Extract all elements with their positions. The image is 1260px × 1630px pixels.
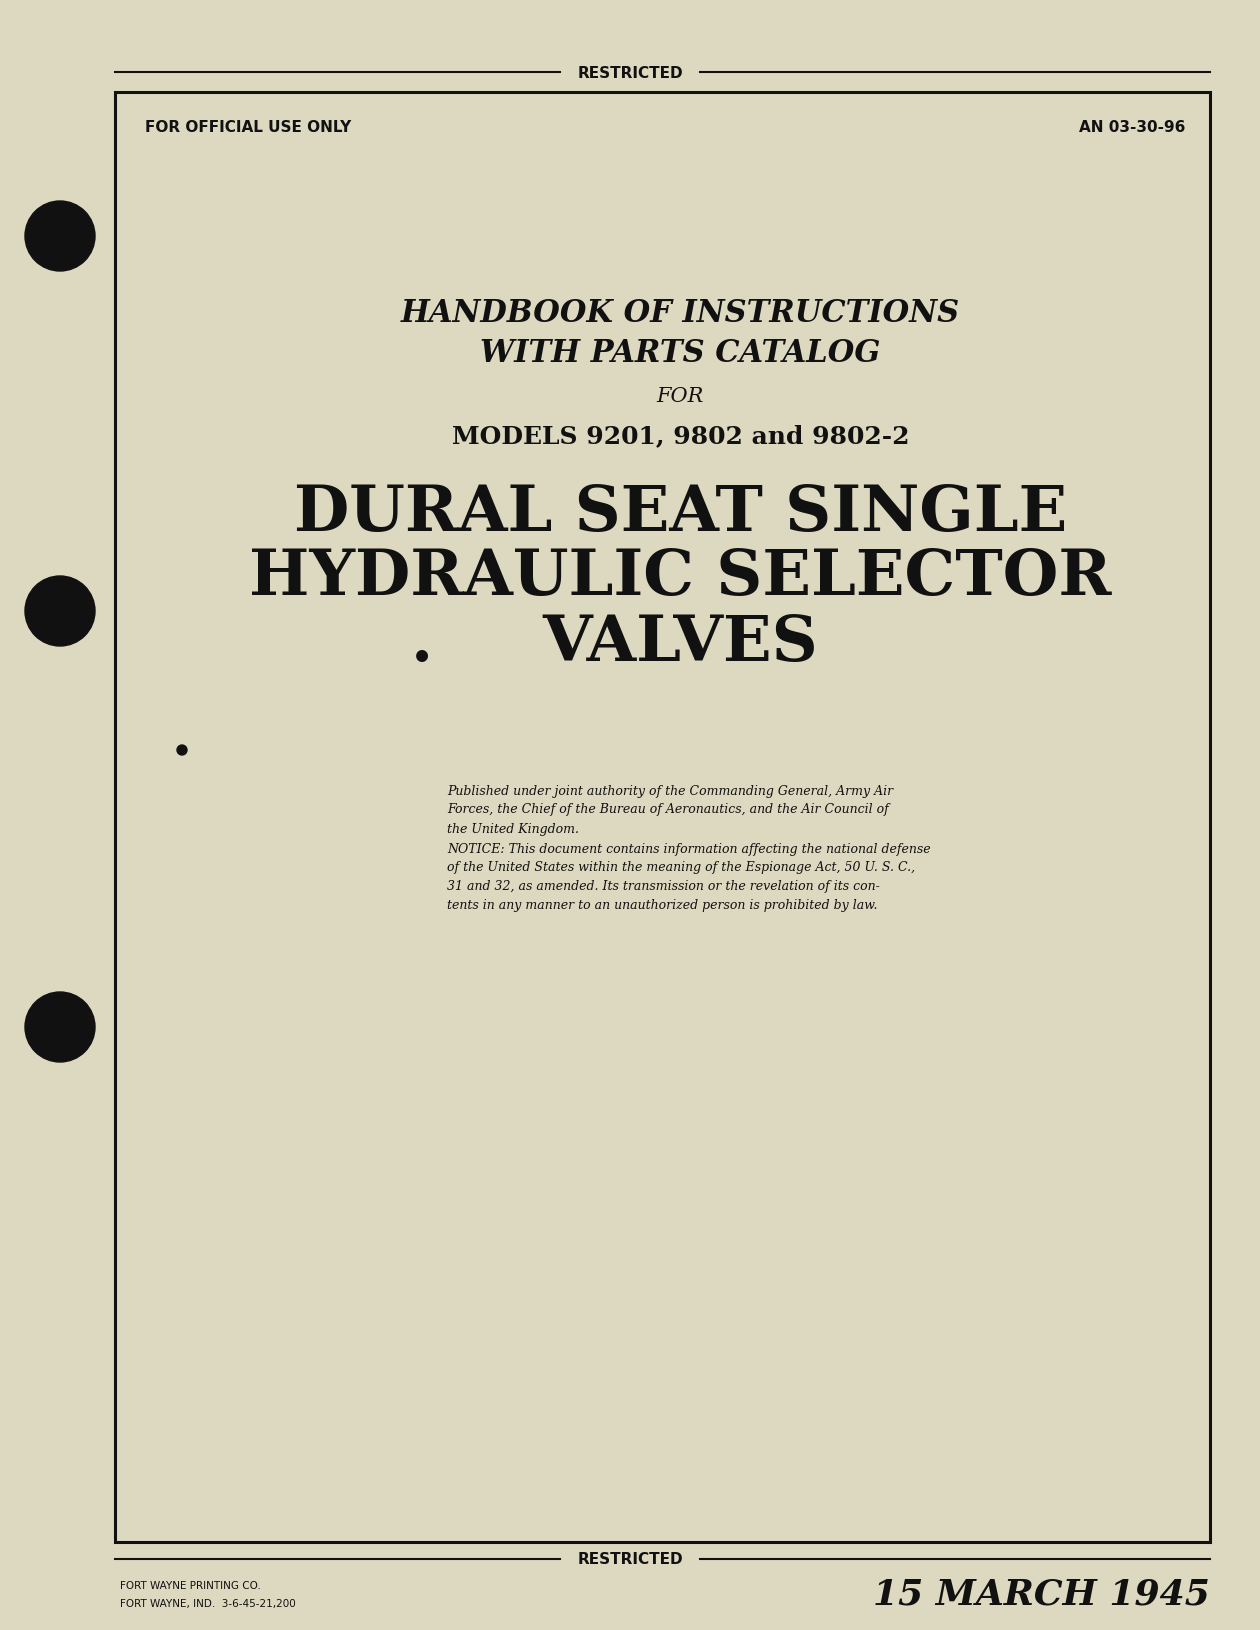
- Text: HYDRAULIC SELECTOR: HYDRAULIC SELECTOR: [249, 548, 1111, 608]
- Circle shape: [176, 745, 186, 756]
- Text: FOR OFFICIAL USE ONLY: FOR OFFICIAL USE ONLY: [145, 119, 352, 134]
- Text: FORT WAYNE PRINTING CO.: FORT WAYNE PRINTING CO.: [120, 1579, 261, 1589]
- Text: RESTRICTED: RESTRICTED: [577, 65, 683, 80]
- Text: of the United States within the meaning of the Espionage Act, 50 U. S. C.,: of the United States within the meaning …: [447, 861, 916, 874]
- Text: AN 03-30-96: AN 03-30-96: [1079, 119, 1184, 134]
- Text: Published under joint authority of the Commanding General, Army Air: Published under joint authority of the C…: [447, 784, 893, 797]
- Text: MODELS 9201, 9802 and 9802-2: MODELS 9201, 9802 and 9802-2: [451, 424, 910, 448]
- Text: Forces, the Chief of the Bureau of Aeronautics, and the Air Council of: Forces, the Chief of the Bureau of Aeron…: [447, 804, 890, 817]
- Text: 31 and 32, as amended. Its transmission or the revelation of its con-: 31 and 32, as amended. Its transmission …: [447, 880, 881, 893]
- Text: VALVES: VALVES: [543, 613, 818, 673]
- Text: RESTRICTED: RESTRICTED: [577, 1552, 683, 1566]
- Text: HANDBOOK OF INSTRUCTIONS: HANDBOOK OF INSTRUCTIONS: [401, 297, 960, 328]
- Text: NOTICE: This document contains information affecting the national defense: NOTICE: This document contains informati…: [447, 843, 931, 856]
- Text: the United Kingdom.: the United Kingdom.: [447, 822, 580, 835]
- Text: FORT WAYNE, IND.  3-6-45-21,200: FORT WAYNE, IND. 3-6-45-21,200: [120, 1597, 296, 1609]
- Text: WITH PARTS CATALOG: WITH PARTS CATALOG: [480, 337, 881, 368]
- Text: tents in any manner to an unauthorized person is prohibited by law.: tents in any manner to an unauthorized p…: [447, 900, 878, 911]
- Circle shape: [25, 993, 94, 1063]
- Circle shape: [25, 577, 94, 647]
- Text: .: .: [411, 613, 433, 673]
- Bar: [115, 93, 1210, 1542]
- Text: DURAL SEAT SINGLE: DURAL SEAT SINGLE: [294, 482, 1067, 543]
- Circle shape: [25, 202, 94, 272]
- Text: FOR: FOR: [656, 386, 704, 406]
- Text: 15 MARCH 1945: 15 MARCH 1945: [873, 1578, 1210, 1610]
